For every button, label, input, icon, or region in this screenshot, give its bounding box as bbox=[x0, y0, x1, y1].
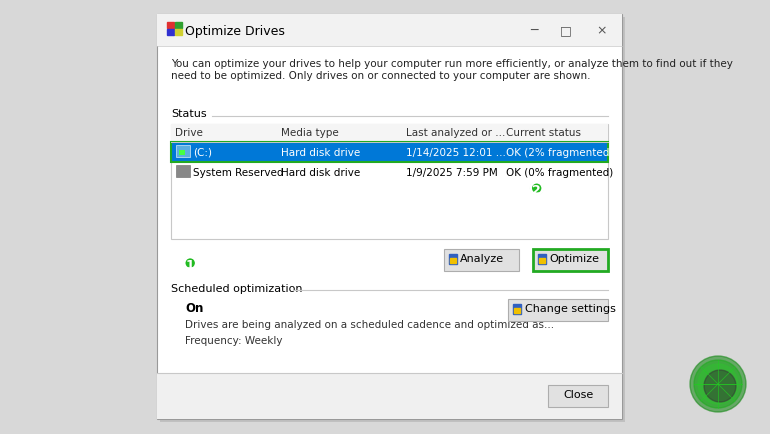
Bar bbox=[533, 250, 608, 271]
Text: Close: Close bbox=[563, 389, 593, 399]
Text: Last analyzed or ...: Last analyzed or ... bbox=[406, 128, 505, 138]
Text: 2: 2 bbox=[532, 183, 541, 196]
Circle shape bbox=[184, 257, 196, 270]
Text: Frequency: Weekly: Frequency: Weekly bbox=[185, 335, 283, 345]
Text: Status: Status bbox=[171, 109, 206, 119]
Circle shape bbox=[690, 356, 746, 412]
Text: □: □ bbox=[560, 24, 572, 37]
Text: Optimize Drives: Optimize Drives bbox=[185, 25, 285, 38]
Text: 1/14/2025 12:01 ...: 1/14/2025 12:01 ... bbox=[406, 148, 506, 158]
Text: OK (0% fragmented): OK (0% fragmented) bbox=[506, 168, 613, 178]
Bar bbox=[449, 254, 457, 264]
Text: Hard disk drive: Hard disk drive bbox=[281, 168, 360, 178]
Text: 1: 1 bbox=[186, 258, 195, 271]
Text: (C:): (C:) bbox=[193, 148, 212, 158]
Bar bbox=[157, 15, 622, 419]
Bar bbox=[167, 30, 174, 36]
Bar bbox=[171, 125, 608, 143]
Bar bbox=[179, 171, 185, 176]
Text: Analyze: Analyze bbox=[460, 253, 504, 263]
Bar bbox=[179, 151, 185, 156]
Text: You can optimize your drives to help your computer run more efficiently, or anal: You can optimize your drives to help you… bbox=[171, 59, 733, 80]
Text: Change settings: Change settings bbox=[525, 303, 616, 313]
Bar bbox=[157, 373, 622, 419]
Circle shape bbox=[694, 360, 742, 408]
Bar bbox=[538, 254, 546, 264]
Text: Hard disk drive: Hard disk drive bbox=[281, 148, 360, 158]
Bar bbox=[450, 258, 456, 263]
Bar bbox=[548, 385, 608, 407]
Bar bbox=[171, 143, 608, 163]
Text: Drive: Drive bbox=[175, 128, 203, 138]
Circle shape bbox=[531, 183, 543, 195]
Text: ─: ─ bbox=[531, 24, 537, 37]
Circle shape bbox=[704, 370, 736, 402]
Bar bbox=[175, 23, 182, 29]
Text: On: On bbox=[185, 301, 203, 314]
Bar bbox=[176, 146, 190, 158]
Bar bbox=[508, 299, 608, 321]
Bar bbox=[175, 30, 182, 36]
Bar bbox=[539, 258, 545, 263]
Text: Media type: Media type bbox=[281, 128, 339, 138]
Text: Drives are being analyzed on a scheduled cadence and optimized as...: Drives are being analyzed on a scheduled… bbox=[185, 319, 554, 329]
Text: System Reserved: System Reserved bbox=[193, 168, 283, 178]
Bar bbox=[514, 308, 520, 313]
Bar bbox=[160, 18, 625, 422]
Bar bbox=[176, 166, 190, 178]
Text: ×: × bbox=[597, 24, 608, 37]
Bar bbox=[513, 304, 521, 314]
Text: 1/9/2025 7:59 PM: 1/9/2025 7:59 PM bbox=[406, 168, 497, 178]
Text: Optimize: Optimize bbox=[549, 253, 599, 263]
Bar bbox=[171, 125, 608, 240]
Bar bbox=[167, 23, 174, 29]
Text: Scheduled optimization: Scheduled optimization bbox=[171, 283, 303, 293]
Bar bbox=[444, 250, 519, 271]
Circle shape bbox=[698, 364, 738, 404]
Text: Current status: Current status bbox=[506, 128, 581, 138]
Bar bbox=[157, 15, 622, 47]
Text: OK (2% fragmented): OK (2% fragmented) bbox=[506, 148, 614, 158]
